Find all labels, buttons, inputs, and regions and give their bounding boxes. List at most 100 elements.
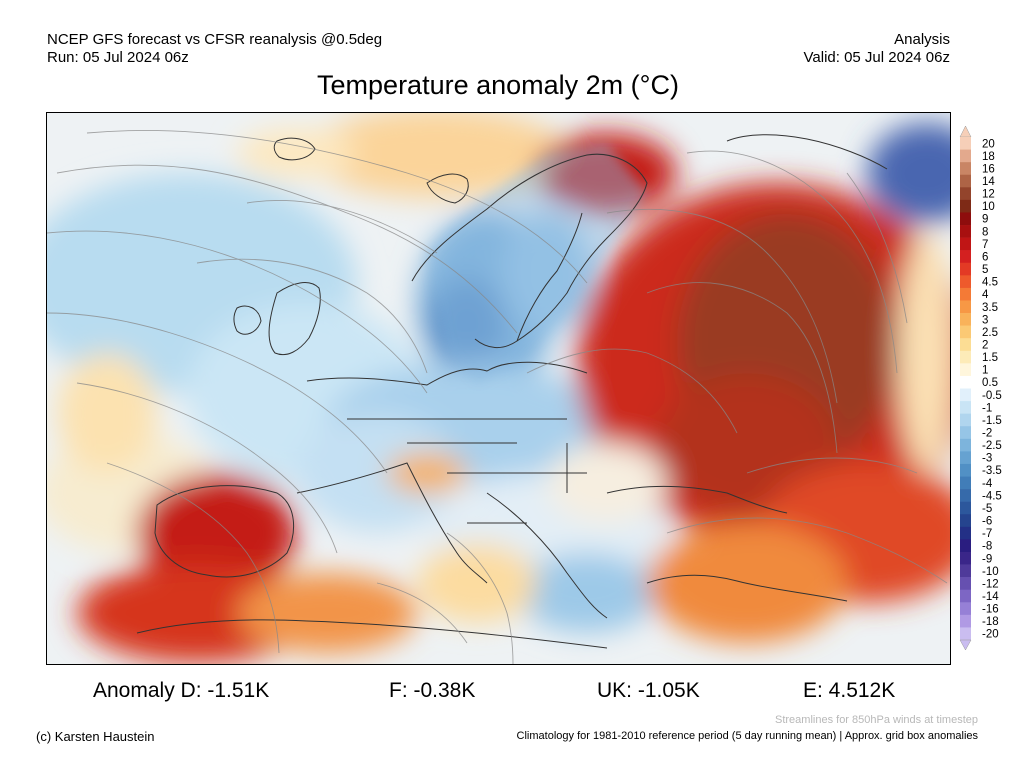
colorbar-label: -6 [982, 516, 992, 528]
colorbar-swatch [960, 602, 971, 616]
colorbar-swatch [960, 388, 971, 402]
colorbar-swatch [960, 438, 971, 452]
colorbar-swatch [960, 300, 971, 314]
colorbar-swatch [960, 564, 971, 578]
colorbar-swatch [960, 225, 971, 238]
colorbar-label: 1 [982, 365, 988, 377]
colorbar-swatch [960, 350, 971, 364]
colorbar-label: -20 [982, 629, 999, 641]
valid-time: Valid: 05 Jul 2024 06z [803, 49, 951, 66]
colorbar-label: -5 [982, 503, 992, 515]
colorbar: 201816141210987654.543.532.521.510.5-0.5… [959, 126, 1002, 651]
colorbar-swatch [960, 174, 971, 188]
colorbar-swatch [960, 501, 971, 515]
colorbar-label: 4 [982, 289, 989, 301]
colorbar-label: -9 [982, 553, 992, 565]
anomaly-e: E: 4.512K [803, 679, 896, 702]
colorbar-label: 12 [982, 189, 995, 201]
colorbar-swatch [960, 187, 971, 201]
colorbar-label: 9 [982, 214, 988, 226]
colorbar-swatch [960, 363, 971, 377]
colorbar-label: -2.5 [982, 440, 1002, 452]
anomaly-uk: UK: -1.05K [597, 679, 700, 702]
wind-streamlines [47, 129, 948, 664]
colorbar-label: 7 [982, 239, 988, 251]
anomaly-france: F: -0.38K [389, 679, 476, 702]
colorbar-bottom-arrow [959, 639, 972, 651]
colorbar-swatch [960, 287, 971, 301]
anomaly-map-graphic [47, 113, 950, 664]
colorbar-label: 3.5 [982, 302, 998, 314]
colorbar-label: 2.5 [982, 327, 998, 339]
map-title: Temperature anomaly 2m (°C) [317, 70, 679, 100]
streamline-note: Streamlines for 850hPa winds at timestep [775, 714, 978, 726]
coastline-shading [427, 143, 647, 383]
colorbar-label: -12 [982, 578, 999, 590]
colorbar-label: 2 [982, 339, 988, 351]
colorbar-label: 6 [982, 251, 988, 263]
colorbar-label: 0.5 [982, 377, 998, 389]
anomaly-map [46, 112, 951, 665]
colorbar-swatch [960, 614, 971, 628]
colorbar-label: -1.5 [982, 415, 1002, 427]
colorbar-label: -16 [982, 604, 999, 616]
colorbar-swatch [960, 149, 971, 163]
colorbar-swatch [960, 338, 971, 352]
colorbar-label: 4.5 [982, 277, 998, 289]
colorbar-label: 14 [982, 176, 995, 188]
model-description: NCEP GFS forecast vs CFSR reanalysis @0.… [47, 31, 383, 48]
colorbar-label: -8 [982, 541, 992, 553]
colorbar-swatch [960, 514, 971, 528]
colorbar-label: -1 [982, 402, 992, 414]
run-time: Run: 05 Jul 2024 06z [47, 49, 189, 66]
colorbar-label: -18 [982, 616, 999, 628]
colorbar-label: 1.5 [982, 352, 998, 364]
colorbar-swatch [960, 539, 971, 553]
colorbar-label: -7 [982, 528, 992, 540]
colorbar-swatch [960, 451, 971, 465]
colorbar-swatch [960, 262, 971, 276]
colorbar-label: 8 [982, 226, 988, 238]
colorbar-label: -14 [982, 591, 999, 603]
colorbar-swatch [960, 413, 971, 427]
colorbar-label: 16 [982, 163, 995, 175]
colorbar-swatch [960, 325, 971, 339]
colorbar-swatch [960, 627, 971, 641]
colorbar-label: -3 [982, 453, 992, 465]
colorbar-swatch [960, 250, 971, 264]
colorbar-swatch [960, 426, 971, 440]
model-info: NCEP GFS forecast vs CFSR reanalysis @0.… [47, 31, 382, 67]
colorbar-label: 10 [982, 201, 995, 213]
coastlines [136, 134, 888, 649]
colorbar-swatch [960, 199, 971, 213]
colorbar-swatch [960, 401, 971, 414]
colorbar-swatch [960, 375, 971, 389]
colorbar-swatch [960, 137, 971, 150]
anomaly-germany: Anomaly D: -1.51K [93, 679, 270, 702]
colorbar-label: 20 [982, 138, 995, 150]
colorbar-swatch [960, 212, 971, 226]
copyright: (c) Karsten Haustein [36, 729, 155, 744]
colorbar-label: -4 [982, 478, 993, 490]
colorbar-swatch [960, 551, 971, 565]
colorbar-label: -10 [982, 566, 999, 578]
colorbar-swatch [960, 275, 971, 289]
colorbar-swatch [960, 577, 971, 590]
colorbar-label: -0.5 [982, 390, 1002, 402]
analysis-label: Analysis [894, 31, 950, 48]
colorbar-swatch [960, 526, 971, 540]
colorbar-swatch [960, 313, 971, 326]
colorbar-label: -4.5 [982, 490, 1002, 502]
colorbar-swatch [960, 489, 971, 502]
colorbar-swatch [960, 463, 971, 477]
colorbar-label: -2 [982, 428, 992, 440]
colorbar-swatch [960, 476, 971, 490]
colorbar-label: -3.5 [982, 465, 1002, 477]
valid-info: Analysis Valid: 05 Jul 2024 06z [804, 31, 951, 67]
colorbar-swatch [960, 237, 971, 251]
colorbar-top-arrow [959, 126, 972, 138]
climatology-note: Climatology for 1981-2010 reference peri… [516, 730, 978, 742]
colorbar-label: 18 [982, 151, 995, 163]
colorbar-swatch [960, 589, 971, 603]
colorbar-label: 3 [982, 314, 988, 326]
